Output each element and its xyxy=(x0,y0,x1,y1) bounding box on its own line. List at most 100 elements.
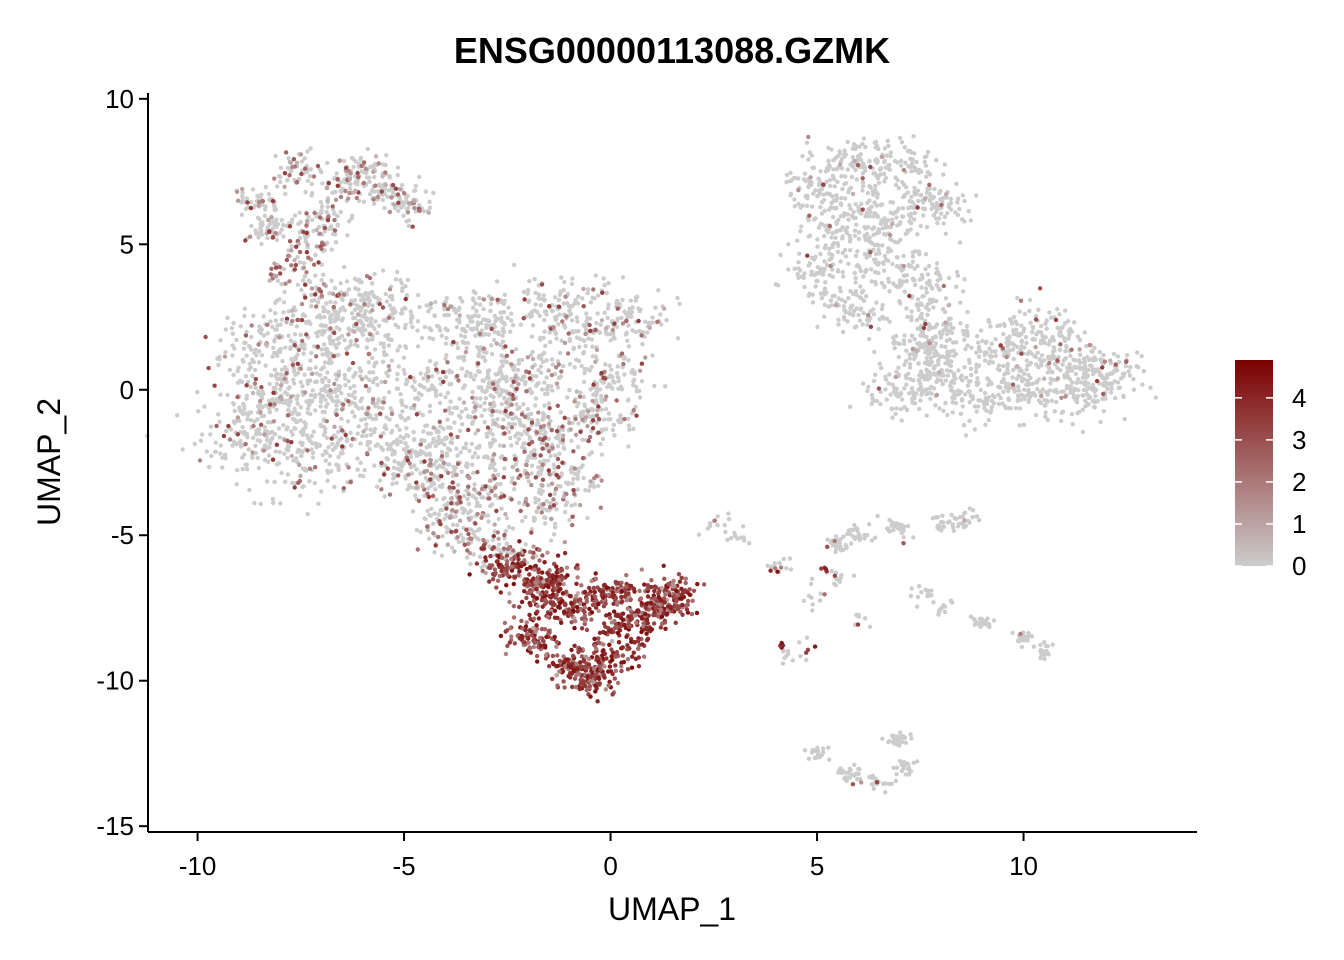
data-point xyxy=(1045,370,1051,375)
data-point xyxy=(299,453,304,459)
data-point xyxy=(252,419,257,424)
data-point xyxy=(394,480,399,486)
data-point xyxy=(1023,335,1029,340)
data-point xyxy=(381,349,387,355)
data-point xyxy=(876,247,881,253)
data-point xyxy=(427,199,432,204)
data-point xyxy=(1063,349,1068,354)
data-point xyxy=(322,360,328,365)
data-point xyxy=(279,383,284,388)
data-point xyxy=(286,333,291,338)
data-point xyxy=(876,326,881,332)
data-point xyxy=(500,326,506,331)
data-point xyxy=(231,372,236,378)
data-point xyxy=(443,356,448,361)
data-point xyxy=(603,406,609,412)
data-point xyxy=(943,231,948,236)
data-point xyxy=(280,358,285,364)
data-point xyxy=(827,177,833,183)
data-point xyxy=(917,584,922,589)
data-point xyxy=(881,261,886,266)
data-point xyxy=(664,318,669,323)
data-point xyxy=(351,383,357,389)
data-point xyxy=(923,252,929,257)
data-point xyxy=(1058,418,1064,424)
data-point xyxy=(823,243,828,248)
data-point xyxy=(944,195,949,200)
data-point xyxy=(543,446,548,451)
data-point xyxy=(822,208,827,213)
data-point xyxy=(301,484,306,489)
data-point xyxy=(223,428,229,434)
data-point xyxy=(420,438,426,443)
data-point xyxy=(347,366,352,371)
data-point xyxy=(488,385,493,390)
data-point xyxy=(890,520,895,525)
data-point xyxy=(605,315,610,321)
data-point xyxy=(566,303,572,309)
data-point xyxy=(861,274,866,279)
data-point xyxy=(335,214,340,219)
data-point xyxy=(504,425,509,431)
data-point xyxy=(677,301,682,306)
data-point xyxy=(481,346,486,351)
data-point xyxy=(968,379,973,384)
data-point xyxy=(818,251,823,257)
data-point xyxy=(339,428,345,433)
data-point xyxy=(543,430,548,435)
data-point xyxy=(325,160,330,166)
data-point xyxy=(235,368,240,374)
data-point xyxy=(495,417,500,422)
data-point xyxy=(895,160,900,165)
data-point xyxy=(582,402,587,407)
data-point xyxy=(272,207,278,213)
data-point xyxy=(956,521,962,527)
data-point xyxy=(839,166,845,171)
data-point xyxy=(268,308,273,313)
data-point xyxy=(575,476,580,481)
data-point xyxy=(238,324,243,329)
data-point xyxy=(401,213,406,218)
data-point xyxy=(536,292,542,297)
data-point xyxy=(890,217,895,222)
data-point xyxy=(499,506,504,511)
data-point xyxy=(455,434,460,440)
data-point xyxy=(473,333,478,338)
data-point xyxy=(1071,357,1076,362)
data-point xyxy=(471,529,477,535)
data-point xyxy=(987,353,993,358)
data-point xyxy=(976,380,981,386)
data-point xyxy=(445,390,451,396)
data-point xyxy=(1057,333,1062,338)
data-point xyxy=(925,170,931,175)
data-point xyxy=(491,337,497,343)
data-point xyxy=(367,192,373,197)
data-point xyxy=(1015,398,1020,403)
data-point xyxy=(278,179,283,185)
data-point xyxy=(569,438,574,443)
data-point xyxy=(404,377,410,382)
data-point xyxy=(988,324,993,329)
data-point xyxy=(800,153,805,159)
data-point xyxy=(1080,407,1086,412)
data-point xyxy=(606,280,611,286)
data-point xyxy=(455,523,460,528)
data-point xyxy=(561,323,567,328)
data-point xyxy=(277,449,282,455)
data-point xyxy=(348,302,353,307)
data-point xyxy=(415,451,420,456)
data-point xyxy=(579,465,584,470)
data-point xyxy=(995,323,1000,329)
data-point xyxy=(443,408,448,413)
data-point xyxy=(1116,385,1121,391)
data-point xyxy=(227,437,233,442)
data-point xyxy=(206,464,212,470)
data-point xyxy=(364,451,370,456)
data-point xyxy=(1073,371,1079,377)
data-point xyxy=(784,653,789,658)
data-point xyxy=(541,335,546,341)
data-point xyxy=(283,390,288,395)
data-point xyxy=(408,320,414,325)
data-point xyxy=(367,179,372,184)
data-point xyxy=(468,508,473,514)
